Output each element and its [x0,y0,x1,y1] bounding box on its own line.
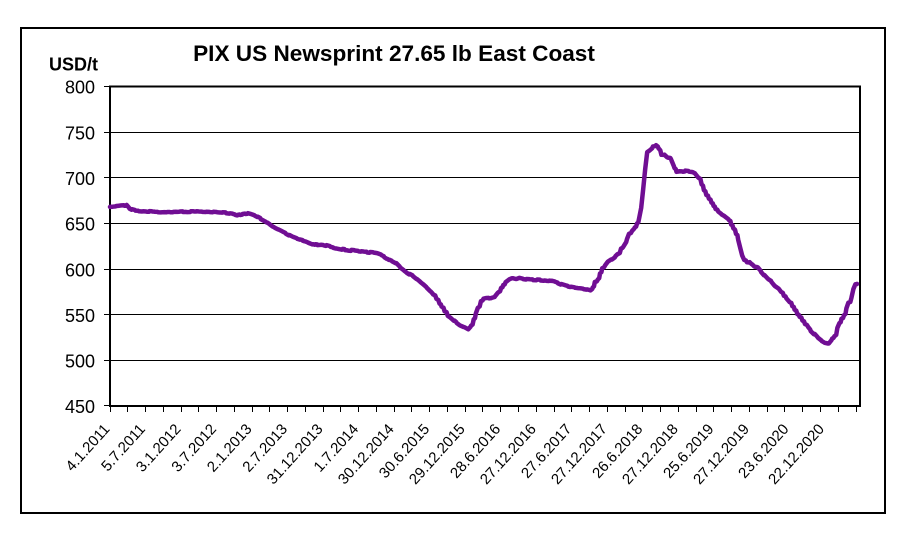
svg-text:550: 550 [65,306,95,326]
svg-text:450: 450 [65,397,95,417]
svg-text:800: 800 [65,78,95,98]
svg-text:750: 750 [65,123,95,143]
svg-text:500: 500 [65,352,95,372]
svg-text:700: 700 [65,169,95,189]
svg-text:PIX US Newsprint 27.65 lb East: PIX US Newsprint 27.65 lb East Coast [193,41,595,66]
svg-text:USD/t: USD/t [49,55,98,75]
svg-text:600: 600 [65,260,95,280]
svg-text:650: 650 [65,215,95,235]
